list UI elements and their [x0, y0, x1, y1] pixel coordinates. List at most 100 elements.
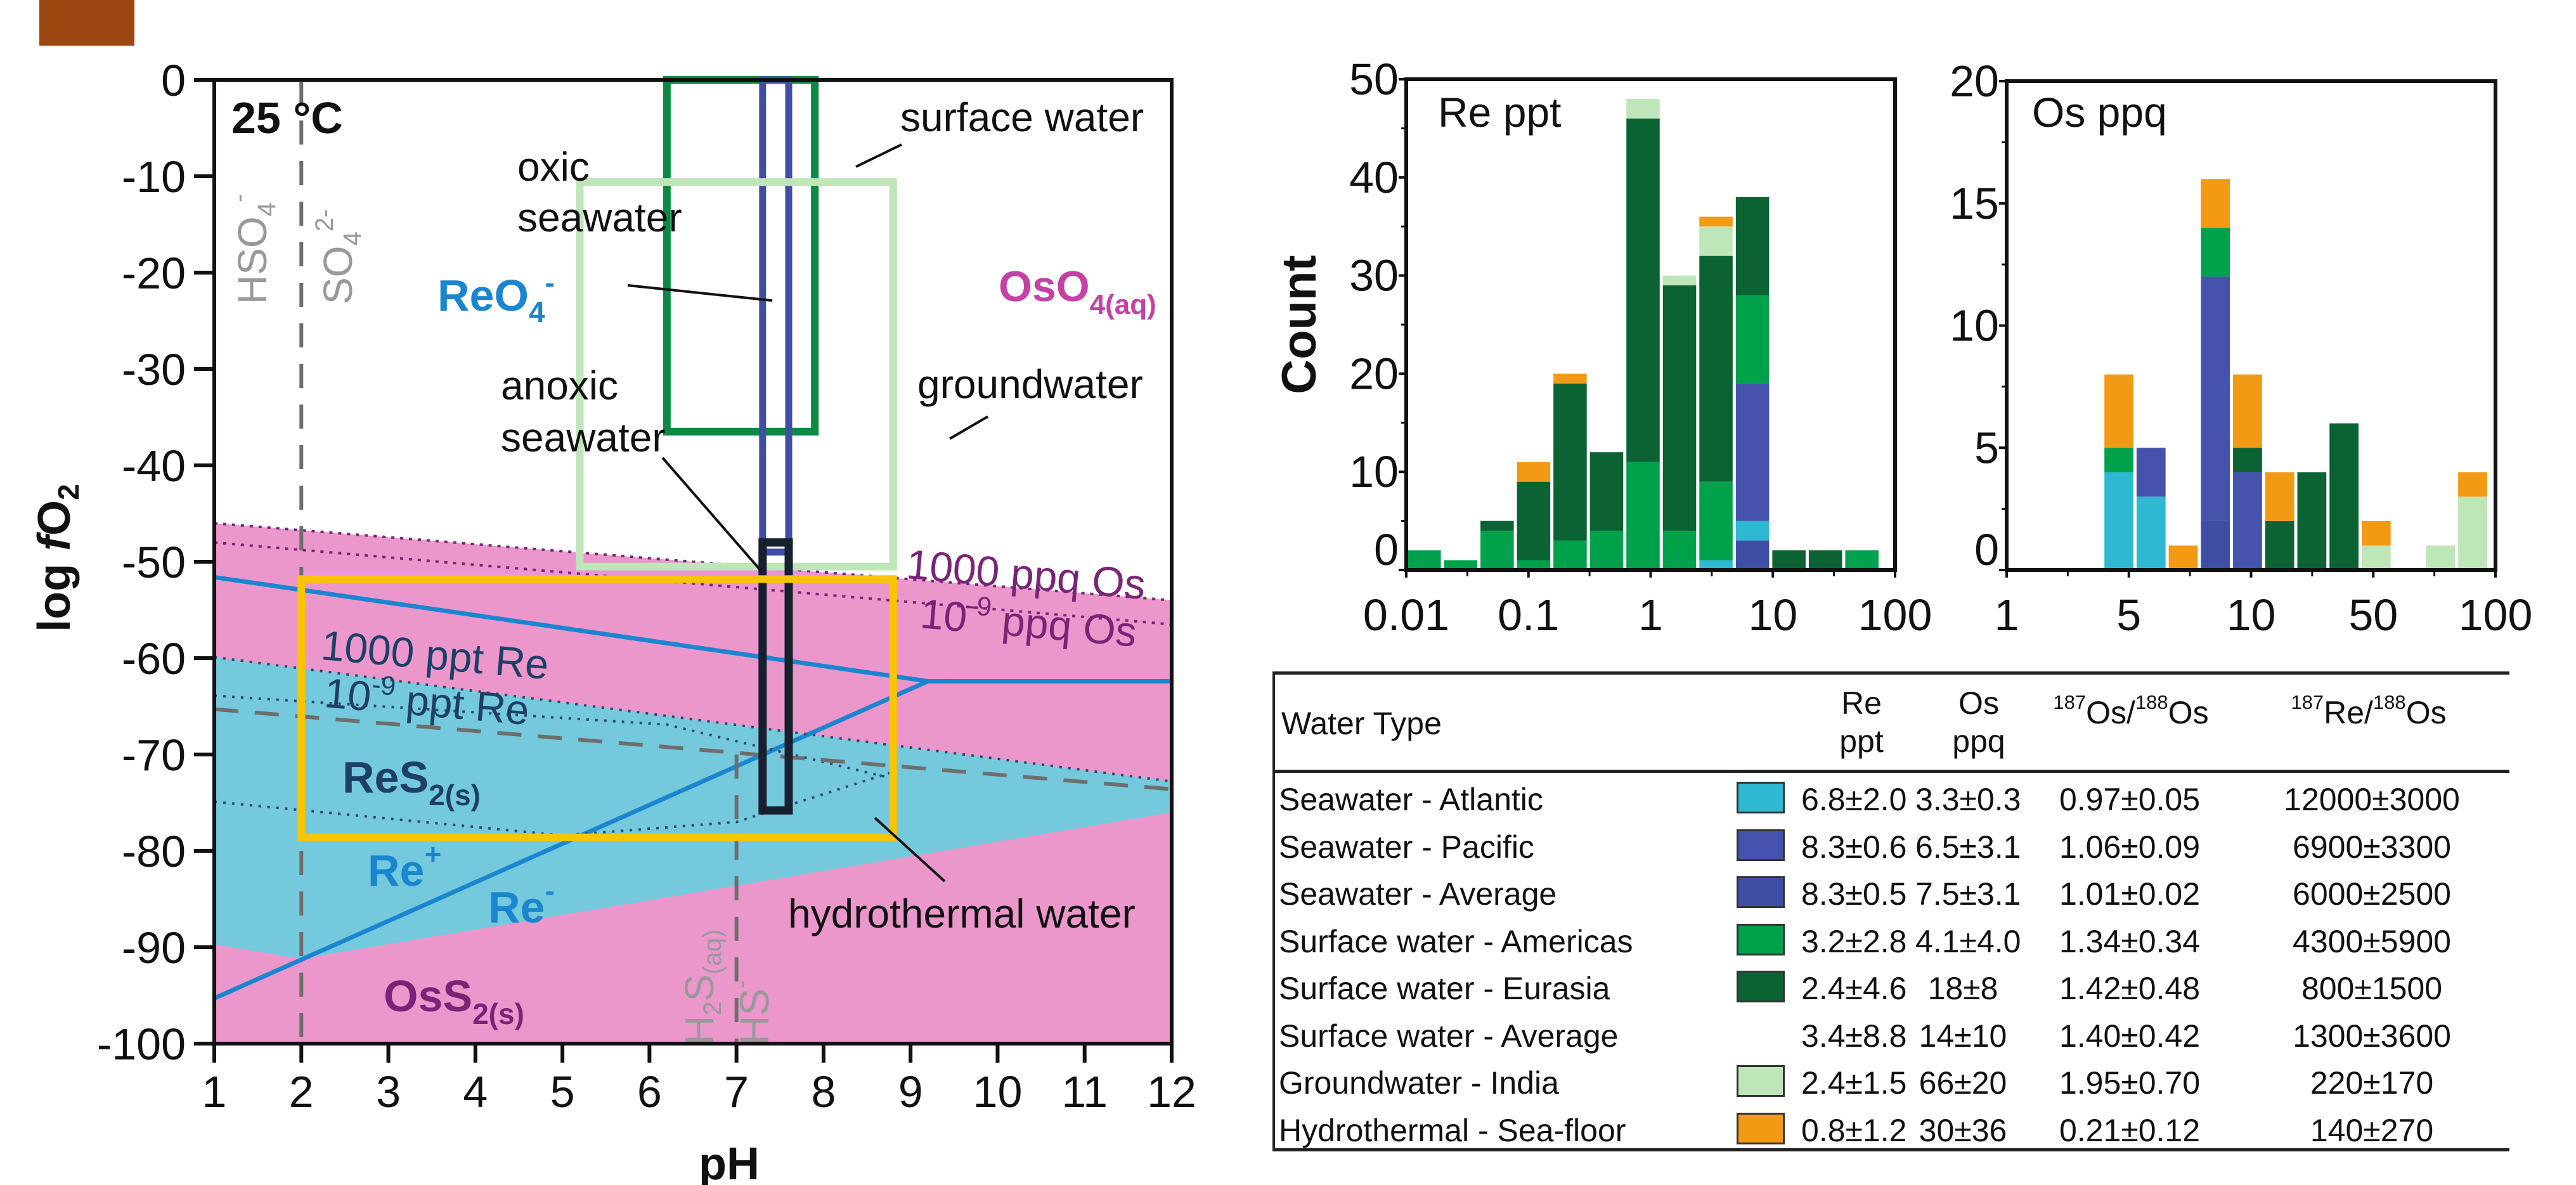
table-row: Surface water - Americas 3.2±2.8 4.1±4.0 1.… — [1275, 918, 2509, 966]
bar-segment-eurasia — [1589, 452, 1624, 531]
x-tick-label: 100 — [2459, 590, 2533, 640]
y-axis-label: log fO2 — [29, 484, 85, 632]
header-os-line2: ppq — [1952, 723, 2005, 759]
y-tick-label: -40 — [122, 441, 186, 491]
y-tick-label: -100 — [97, 1020, 186, 1069]
re-histogram-title: Re ppt — [1438, 89, 1561, 136]
x-tick-label: 7 — [724, 1067, 749, 1117]
x-axis-label: pH — [699, 1139, 760, 1185]
table-row: Surface water - Eurasia 2.4±4.6 18±8 1.42±0… — [1275, 965, 2509, 1013]
bar-segment-americas — [2104, 448, 2133, 472]
legend-swatch-americas — [1737, 923, 1785, 955]
x-tick-label: 8 — [811, 1067, 836, 1117]
oxic-label-line1: oxic — [517, 144, 590, 190]
y-tick-label: -50 — [122, 538, 186, 587]
h2s-label: H2S(aq) — [676, 929, 727, 1045]
bar-segment-americas — [1662, 531, 1697, 570]
groundwater-box — [576, 178, 897, 571]
y-tick-label: -70 — [122, 730, 186, 780]
re-ppt-cell: 8.3±0.5 — [1801, 876, 1907, 912]
bar-segment-eurasia — [1626, 118, 1660, 462]
so4-label: SO42- — [311, 209, 366, 304]
water-type-cell: Seawater - Atlantic — [1279, 782, 1543, 817]
oss2-field-label: OsS2(s) — [384, 971, 524, 1030]
os-ratio-cell: 1.06±0.09 — [2059, 829, 2201, 865]
line-1000-ppt-re — [214, 656, 1172, 783]
y-tick-label: 10 — [1950, 301, 1999, 351]
header-re-line1: Re — [1841, 685, 1882, 721]
y-tick-label: -90 — [122, 923, 186, 973]
os-ppq-cell: 30±36 — [1919, 1112, 2007, 1148]
table-row: Seawater - Pacific 8.3±0.6 6.5±3.1 1.06±0.0… — [1275, 824, 2509, 871]
header-os-ratio: 187Os/188Os — [2053, 690, 2209, 730]
os-ratio-cell: 0.21±0.12 — [2059, 1112, 2201, 1148]
anoxic-label-line2: seawater — [501, 415, 666, 460]
table-row: Seawater - Atlantic 6.8±2.0 3.3±0.3 0.97±0.… — [1275, 776, 2509, 824]
anoxic-seawater-box — [758, 538, 793, 815]
os-ratio-cell: 1.95±0.70 — [2059, 1065, 2201, 1101]
bar-segment-eurasia — [1553, 383, 1587, 541]
re-os-ratio-cell: 1300±3600 — [2293, 1018, 2451, 1054]
line-10-9-ppq-os — [214, 541, 1172, 626]
table-header: Water Type Re ppt Os ppq 187Os/188Os 187… — [1275, 675, 2509, 773]
re-ppt-cell: 8.3±0.6 — [1801, 829, 1907, 865]
water-type-cell: Surface water - Americas — [1279, 923, 1633, 959]
ppt-1e-9-label: 10-9 ppt Re — [323, 665, 531, 734]
legend-swatch-hydrothermal — [1737, 1112, 1785, 1144]
bar-segment-atlantic — [2136, 496, 2166, 570]
bar-segment-average — [2201, 521, 2230, 570]
bar-segment-pacific — [2136, 448, 2166, 497]
re-plus-field-label: Re+ — [368, 838, 441, 895]
x-tick-label: 10 — [973, 1067, 1023, 1117]
leader-lines — [627, 143, 989, 883]
bar-segment-americas — [1845, 550, 1879, 570]
re-minus-field-label: Re- — [488, 874, 555, 932]
table-row: Seawater - Average 8.3±0.5 7.5±3.1 1.01±0.0… — [1275, 871, 2509, 918]
x-tick-label: 6 — [637, 1067, 662, 1117]
y-tick-label: 20 — [1950, 56, 1999, 106]
re-os-ratio-cell: 140±270 — [2310, 1112, 2434, 1148]
anoxic-label-line1: anoxic — [501, 363, 618, 408]
res2-field-label: ReS2(s) — [342, 753, 481, 812]
bar-segment-eurasia — [1699, 256, 1733, 482]
bar-segment-atlantic — [1699, 560, 1733, 570]
bar-segment-eurasia — [1735, 197, 1770, 295]
x-tick-label: 1 — [1995, 590, 2019, 640]
x-tick-label: 50 — [2348, 590, 2398, 640]
re-ppt-cell: 0.8±1.2 — [1801, 1112, 1907, 1148]
x-tick-label: 1 — [202, 1067, 227, 1117]
water-type-table: Water Type Re ppt Os ppq 187Os/188Os 187… — [1272, 671, 2509, 1151]
re-ppt-cell: 2.4±4.6 — [1801, 971, 1907, 1006]
bar-segment-hydrothermal — [2104, 374, 2133, 448]
line-1000-ppq-os — [214, 522, 1172, 602]
bar-segment-pacific — [2201, 276, 2230, 521]
y-tick-label: 0 — [1974, 525, 1999, 574]
leader-line — [661, 457, 762, 572]
svg-text:Count: Count — [1272, 255, 1326, 394]
table-row: Surface water - Average 3.4±8.8 14±10 1.40±… — [1275, 1013, 2509, 1060]
bar-segment-groundwater — [2458, 496, 2487, 570]
y-tick-label: 40 — [1349, 153, 1399, 202]
bar-segment-atlantic — [1735, 521, 1770, 541]
os-ppq-cell: 18±8 — [1927, 971, 1998, 1006]
bar-segment-eurasia — [2233, 448, 2262, 472]
table-row: Groundwater - India 2.4±1.5 66±20 1.95±0.70… — [1275, 1059, 2509, 1107]
line-res2-lower-10-9 — [214, 770, 894, 837]
header-water-type: Water Type — [1281, 706, 1442, 741]
os-ppq-cell: 66±20 — [1919, 1065, 2007, 1101]
x-tick-label: 5 — [2116, 590, 2141, 640]
bar-segment-atlantic — [2104, 472, 2133, 570]
os-ppq-cell: 14±10 — [1919, 1018, 2007, 1054]
oxic-seawater-box — [759, 76, 793, 556]
bar-segment-americas — [1735, 295, 1770, 384]
bar-segment-eurasia — [2329, 423, 2359, 570]
re-os-ratio-cell: 6900±3300 — [2293, 829, 2451, 865]
reo4-field-label: ReO4- — [437, 266, 555, 328]
re-stability-field — [214, 657, 1172, 959]
bar-segment-groundwater — [1626, 98, 1660, 119]
bar-segment-americas — [1589, 531, 1624, 570]
legend-swatch-pacific — [1737, 829, 1785, 861]
re-ppt-cell: 3.2±2.8 — [1801, 923, 1907, 959]
x-tick-label: 1 — [1638, 590, 1663, 640]
bar-segment-pacific — [1735, 383, 1770, 521]
